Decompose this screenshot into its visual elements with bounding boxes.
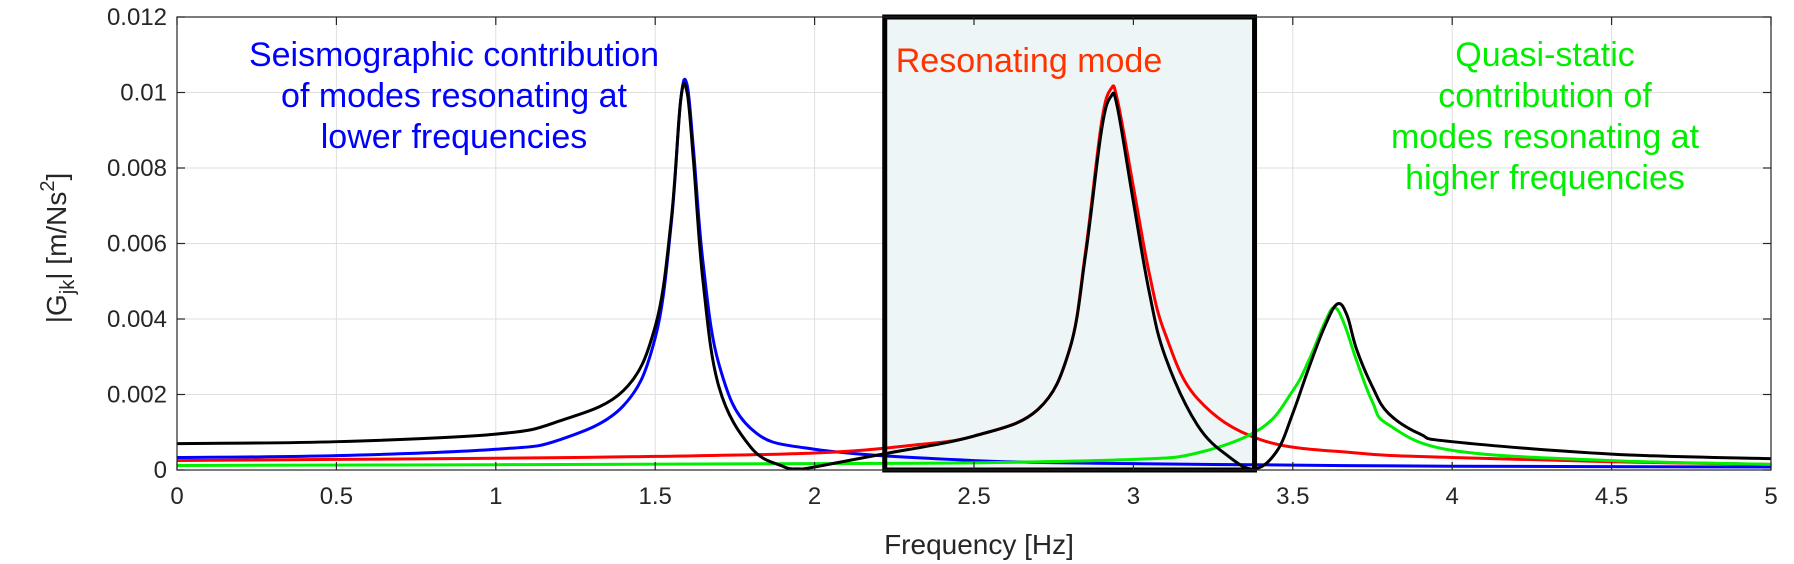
x-tick-label: 1.5 bbox=[639, 483, 672, 510]
x-tick-label: 0.5 bbox=[320, 483, 353, 510]
y-label-pre: |G bbox=[41, 294, 72, 323]
y-tick-labels: 0 0.002 0.004 0.006 0.008 0.01 0.012 bbox=[107, 4, 167, 484]
annotation-line: Resonating mode bbox=[896, 42, 1163, 80]
annotation-line: of modes resonating at bbox=[281, 77, 627, 115]
annotation-line: higher frequencies bbox=[1405, 159, 1685, 197]
annotation-1: Seismographic contribution of modes reson… bbox=[249, 36, 659, 156]
series-line-4 bbox=[176, 82, 1772, 471]
x-tick-label: 0 bbox=[170, 483, 183, 510]
x-tick-label: 3.5 bbox=[1276, 483, 1309, 510]
series-line-3 bbox=[176, 306, 1772, 467]
y-label-sub: jk bbox=[57, 279, 79, 295]
y-axis-label: |Gjk| [m/Ns2] bbox=[37, 173, 79, 324]
y-label-sup: 2 bbox=[37, 180, 59, 191]
annotation-line: Seismographic contribution bbox=[249, 36, 659, 74]
annotation-line: lower frequencies bbox=[321, 118, 587, 156]
x-tick-label: 4 bbox=[1446, 483, 1459, 510]
y-tick-label: 0.012 bbox=[107, 4, 167, 31]
x-tick-label: 4.5 bbox=[1595, 483, 1628, 510]
y-tick-label: 0.004 bbox=[107, 306, 167, 333]
y-tick-label: 0.01 bbox=[120, 80, 167, 107]
y-label-mid: | [m/Ns bbox=[41, 192, 72, 280]
annotation-3: Quasi-static contribution of modes resonat… bbox=[1391, 36, 1700, 197]
x-tick-labels: 0 0.5 1 1.5 2 2.5 3 3.5 4 4.5 5 bbox=[170, 483, 1777, 510]
annotation-line: contribution of bbox=[1438, 77, 1652, 115]
annotation-2: Resonating mode bbox=[896, 42, 1163, 80]
x-tick-label: 3 bbox=[1127, 483, 1140, 510]
y-label-post: ] bbox=[41, 173, 72, 181]
x-tick-label: 5 bbox=[1764, 483, 1777, 510]
y-tick-label: 0 bbox=[154, 457, 167, 484]
annotations: Seismographic contribution of modes reson… bbox=[249, 36, 1700, 197]
y-tick-label: 0.008 bbox=[107, 155, 167, 182]
x-tick-label: 2.5 bbox=[957, 483, 990, 510]
x-tick-label: 1 bbox=[489, 483, 502, 510]
axis-ticks bbox=[176, 16, 1772, 471]
x-tick-label: 2 bbox=[808, 483, 821, 510]
series-lines bbox=[176, 77, 1772, 471]
annotation-line: Quasi-static bbox=[1455, 36, 1635, 74]
y-tick-label: 0.002 bbox=[107, 382, 167, 409]
annotation-line: modes resonating at bbox=[1391, 118, 1700, 156]
y-tick-label: 0.006 bbox=[107, 231, 167, 258]
x-axis-label: Frequency [Hz] bbox=[884, 529, 1074, 560]
